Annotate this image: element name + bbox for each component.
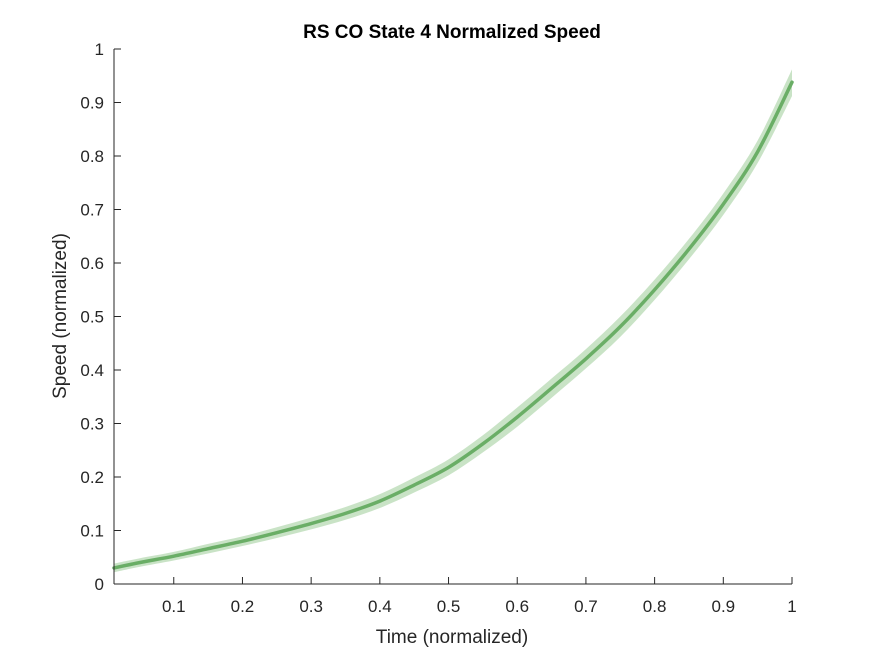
x-tick-label-4: 0.5	[437, 597, 461, 616]
x-tick-label-5: 0.6	[505, 597, 529, 616]
y-tick-label-3: 0.3	[80, 415, 104, 434]
x-tick-label-2: 0.3	[299, 597, 323, 616]
y-tick-label-4: 0.4	[80, 361, 104, 380]
x-tick-label-8: 0.9	[711, 597, 735, 616]
chart-title: RS CO State 4 Normalized Speed	[303, 22, 601, 43]
x-axis-label: Time (normalized)	[376, 627, 528, 648]
confidence-band-layer	[114, 69, 792, 573]
series-line-0	[112, 80, 794, 570]
axes-layer: 0.1 0.2 0.3 0.4 0.5 0.6 0.7 0.8 0.9 1 0 0.1 0.2 0.3 0.…	[80, 40, 796, 616]
x-tick-label-1: 0.2	[231, 597, 255, 616]
y-tick-label-9: 0.9	[80, 94, 104, 113]
series-line-layer	[112, 80, 794, 570]
y-tick-label-1: 0.1	[80, 522, 104, 541]
y-tick-label-5: 0.5	[80, 308, 104, 327]
y-tick-label-8: 0.8	[80, 147, 104, 166]
confidence-band-0	[114, 69, 792, 573]
x-tick-label-6: 0.7	[574, 597, 598, 616]
x-tick-label-9: 1	[787, 597, 796, 616]
x-tick-label-3: 0.4	[368, 597, 392, 616]
x-tick-label-7: 0.8	[643, 597, 667, 616]
y-axis-label: Speed (normalized)	[50, 233, 71, 399]
y-tick-label-10: 1	[95, 40, 104, 59]
y-tick-label-2: 0.2	[80, 468, 104, 487]
y-tick-label-0: 0	[95, 575, 104, 594]
x-tick-label-0: 0.1	[162, 597, 186, 616]
y-tick-label-7: 0.7	[80, 201, 104, 220]
y-tick-label-6: 0.6	[80, 254, 104, 273]
